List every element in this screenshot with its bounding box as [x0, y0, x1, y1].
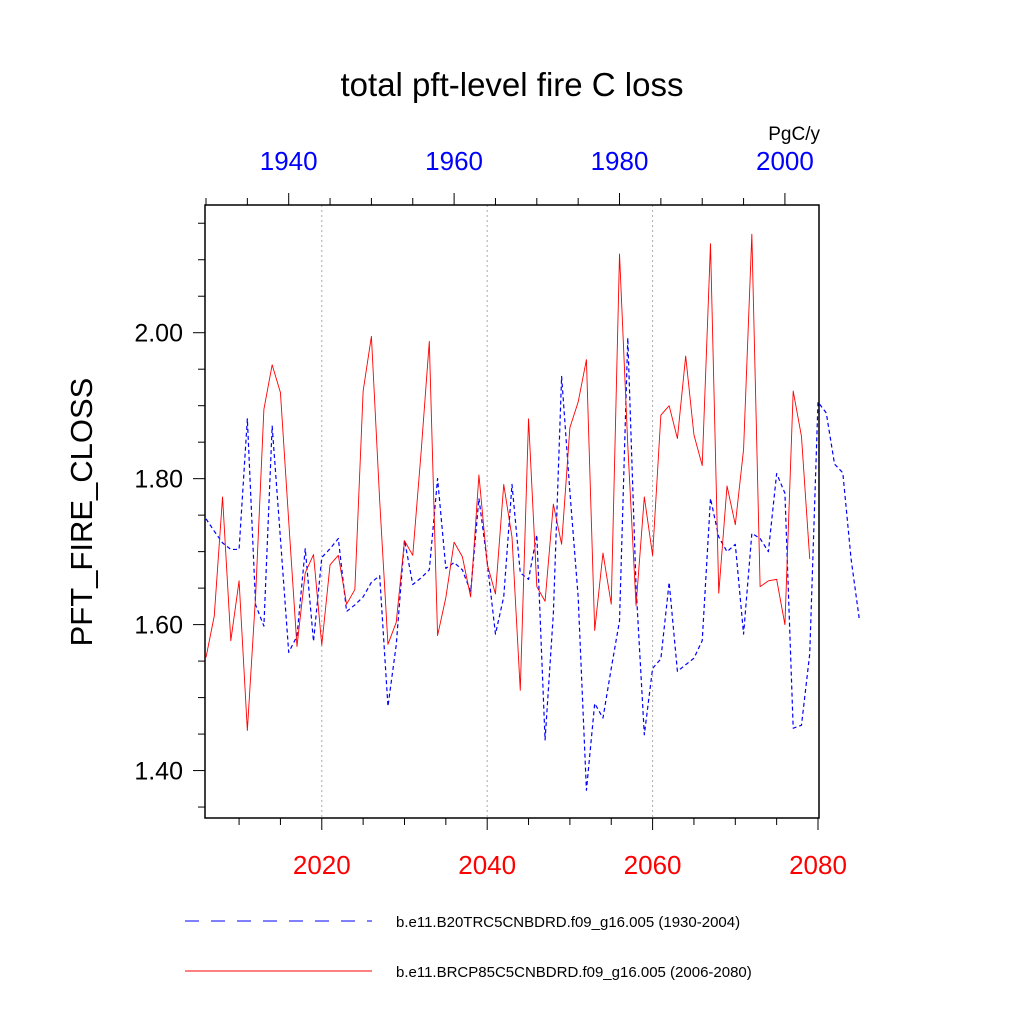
x-bottom-tick-label: 2040	[458, 850, 516, 880]
axis-ticks	[193, 193, 819, 830]
y-tick-label: 1.80	[134, 466, 183, 494]
y-tick-label: 1.40	[134, 758, 183, 786]
axis-tick-labels: 1.40 1.60 1.80 2.00 2020 2040 2060 2080 1940 1960…	[134, 146, 847, 880]
x-bottom-tick-label: 2060	[624, 850, 682, 880]
x-top-tick-label: 1980	[591, 146, 649, 176]
x-top-tick-label: 1940	[260, 146, 318, 176]
x-top-tick-label: 1960	[425, 146, 483, 176]
legend: b.e11.B20TRC5CNBDRD.f09_g16.005 (1930-20…	[185, 914, 752, 981]
series-line-2	[205, 233, 811, 731]
legend-label-2: b.e11.BRCP85C5CNBDRD.f09_g16.005 (2006-2…	[396, 964, 752, 981]
series-layer	[205, 233, 860, 791]
units-label: PgC/y	[768, 124, 820, 145]
x-bottom-tick-label: 2080	[789, 850, 847, 880]
y-tick-label: 2.00	[134, 320, 183, 348]
gridlines	[321, 205, 654, 818]
chart-title: total pft-level fire C loss	[341, 66, 684, 103]
x-top-tick-label: 2000	[756, 146, 814, 176]
x-bottom-tick-label: 2020	[293, 850, 351, 880]
y-tick-label: 1.60	[134, 612, 183, 640]
y-axis-label: PFT_FIRE_CLOSS	[64, 378, 99, 647]
plot-frame	[204, 204, 820, 819]
series-line-1	[205, 337, 860, 791]
legend-label-1: b.e11.B20TRC5CNBDRD.f09_g16.005 (1930-20…	[396, 914, 740, 931]
